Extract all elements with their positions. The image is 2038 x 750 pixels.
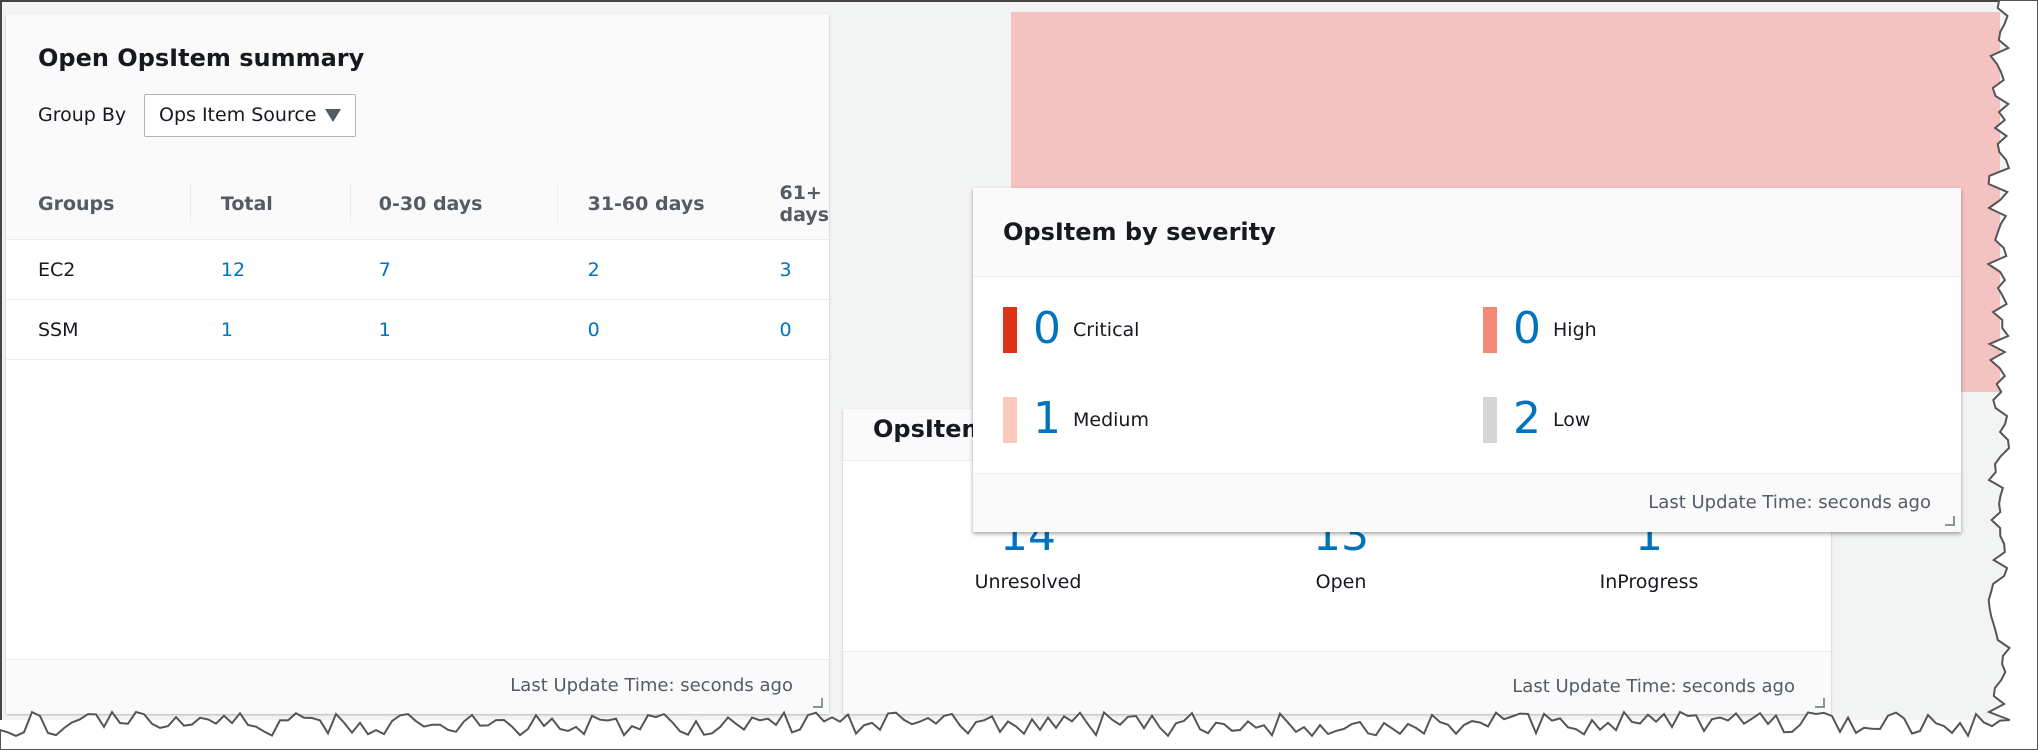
col-total: Total [189, 168, 350, 240]
table-row: SSM 1 1 0 0 [6, 299, 829, 360]
widget-header: Open OpsItem summary Group By Ops Item S… [6, 14, 829, 169]
col-groups: Groups [6, 168, 190, 240]
severity-count[interactable]: 1 [1033, 393, 1061, 444]
severity-label: Medium [1073, 409, 1149, 431]
col-61-plus: 61+ days [779, 168, 829, 240]
widget-title: OpsItem [873, 415, 987, 443]
0-30-link[interactable]: 7 [349, 239, 557, 300]
dashboard-canvas: Open OpsItem summary Group By Ops Item S… [0, 0, 2010, 720]
group-name: EC2 [6, 239, 190, 300]
open-opsitem-summary-widget: Open OpsItem summary Group By Ops Item S… [6, 14, 829, 714]
resize-handle-icon[interactable] [1815, 698, 1825, 708]
last-update-time: Last Update Time: seconds ago [1648, 492, 1931, 513]
total-link[interactable]: 12 [189, 239, 350, 300]
col-0-30: 0-30 days [349, 168, 557, 240]
group-by-dropdown[interactable]: Ops Item Source [144, 94, 356, 137]
status-label: InProgress [1599, 571, 1699, 593]
table-row: EC2 12 7 2 3 [6, 239, 829, 300]
severity-label: High [1553, 319, 1597, 341]
group-by-value: Ops Item Source [159, 104, 317, 126]
col-31-60: 31-60 days [556, 168, 780, 240]
status-unresolved[interactable]: 14 Unresolved [974, 511, 1082, 594]
table-header-row: Groups Total 0-30 days 31-60 days 61+ da… [6, 168, 829, 240]
61-plus-link[interactable]: 3 [779, 239, 829, 300]
widget-title: OpsItem by severity [1003, 218, 1276, 246]
31-60-link[interactable]: 2 [556, 239, 780, 300]
group-name: SSM [6, 299, 190, 360]
group-by-label: Group By [38, 104, 127, 126]
status-label: Unresolved [974, 571, 1082, 593]
last-update-time: Last Update Time: seconds ago [1512, 676, 1795, 697]
widget-title: Open OpsItem summary [38, 44, 365, 72]
widget-footer: Last Update Time: seconds ago [6, 659, 829, 714]
severity-color-bar [1003, 307, 1017, 353]
last-update-time: Last Update Time: seconds ago [510, 675, 793, 696]
resize-handle-icon[interactable] [813, 698, 823, 708]
resize-handle-icon[interactable] [1945, 516, 1955, 526]
severity-label: Low [1553, 409, 1591, 431]
status-label: Open [1315, 571, 1367, 593]
widget-header[interactable]: OpsItem by severity [973, 188, 1961, 277]
opsitem-status-widget: OpsItem 14 Unresolved 13 Open 1 InProgre… [843, 409, 1831, 714]
summary-table: Groups Total 0-30 days 31-60 days 61+ da… [6, 168, 829, 360]
severity-label: Critical [1073, 319, 1140, 341]
severity-count[interactable]: 0 [1033, 303, 1061, 354]
opsitem-by-severity-widget[interactable]: OpsItem by severity 0 Critical 0 High 1 … [973, 188, 1961, 532]
severity-color-bar [1003, 397, 1017, 443]
widget-footer: Last Update Time: seconds ago [973, 473, 1961, 532]
31-60-link[interactable]: 0 [556, 299, 780, 360]
severity-count[interactable]: 0 [1513, 303, 1541, 354]
severity-color-bar [1483, 307, 1497, 353]
severity-count[interactable]: 2 [1513, 393, 1541, 444]
61-plus-link[interactable]: 0 [779, 299, 829, 360]
severity-color-bar [1483, 397, 1497, 443]
0-30-link[interactable]: 1 [349, 299, 557, 360]
widget-footer: Last Update Time: seconds ago [843, 651, 1831, 714]
total-link[interactable]: 1 [189, 299, 350, 360]
caret-down-icon [325, 109, 341, 122]
